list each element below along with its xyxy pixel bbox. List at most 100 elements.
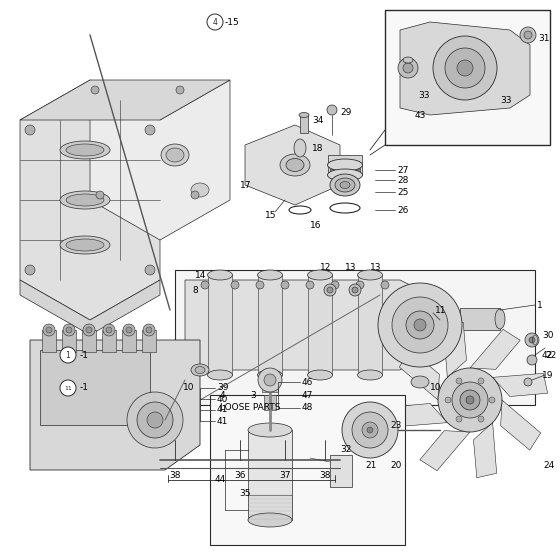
Bar (208, 275, 232, 375)
Text: 31: 31 (538, 34, 549, 43)
Text: 33: 33 (500, 96, 511, 105)
Circle shape (46, 327, 52, 333)
Ellipse shape (286, 158, 304, 171)
Ellipse shape (280, 154, 310, 176)
Text: 38: 38 (319, 470, 330, 479)
Circle shape (392, 297, 448, 353)
Circle shape (137, 402, 173, 438)
Text: 18: 18 (312, 143, 324, 152)
Bar (142, 330, 156, 352)
Text: 42: 42 (542, 351, 553, 360)
Circle shape (378, 283, 462, 367)
Bar (262, 382, 278, 392)
Text: 16: 16 (310, 221, 321, 230)
Text: 11: 11 (64, 385, 72, 390)
Ellipse shape (66, 239, 104, 251)
Bar (82, 330, 96, 352)
Text: 25: 25 (397, 188, 408, 197)
Circle shape (331, 281, 339, 289)
Circle shape (381, 281, 389, 289)
Circle shape (489, 397, 495, 403)
Text: 3: 3 (250, 390, 256, 399)
Circle shape (352, 412, 388, 448)
Circle shape (60, 380, 76, 396)
Text: LOOSE PARTS: LOOSE PARTS (220, 403, 281, 412)
Text: 10: 10 (183, 382, 194, 391)
Text: 14: 14 (195, 270, 207, 279)
Text: 20: 20 (390, 460, 402, 469)
Ellipse shape (195, 366, 205, 374)
Text: 28: 28 (397, 175, 408, 184)
Circle shape (452, 382, 488, 418)
Circle shape (456, 378, 462, 384)
Circle shape (176, 86, 184, 94)
Text: 1: 1 (66, 351, 71, 360)
Ellipse shape (258, 370, 282, 380)
Bar (385, 10, 550, 145)
Ellipse shape (411, 376, 429, 388)
Bar (248, 495, 292, 520)
Bar (264, 395, 276, 410)
Text: 29: 29 (340, 108, 351, 116)
Circle shape (324, 284, 336, 296)
Ellipse shape (191, 183, 209, 197)
Polygon shape (90, 80, 230, 240)
Ellipse shape (191, 364, 209, 376)
Ellipse shape (294, 139, 306, 157)
Circle shape (445, 48, 485, 88)
Text: 37: 37 (279, 470, 291, 479)
Circle shape (91, 86, 99, 94)
Circle shape (201, 281, 209, 289)
Text: 17: 17 (240, 180, 251, 189)
Ellipse shape (60, 236, 110, 254)
Text: -15: -15 (225, 17, 240, 26)
Text: 32: 32 (340, 446, 351, 455)
Text: 4: 4 (213, 17, 217, 26)
Text: 36: 36 (234, 470, 245, 479)
Text: 23: 23 (390, 421, 402, 430)
Circle shape (264, 374, 276, 386)
Ellipse shape (248, 423, 292, 437)
Text: 21: 21 (365, 460, 376, 469)
Bar (248, 430, 292, 520)
Ellipse shape (403, 57, 413, 63)
Polygon shape (20, 80, 230, 120)
Circle shape (466, 396, 474, 404)
Circle shape (96, 191, 104, 199)
Bar (330, 168, 360, 172)
Text: -1: -1 (80, 384, 89, 393)
Ellipse shape (330, 174, 360, 196)
Circle shape (478, 416, 484, 422)
Polygon shape (20, 280, 160, 335)
Bar (62, 330, 76, 352)
Circle shape (362, 422, 378, 438)
Ellipse shape (208, 270, 232, 280)
Text: 39: 39 (217, 384, 228, 393)
Ellipse shape (60, 191, 110, 209)
Ellipse shape (208, 370, 232, 380)
Text: 1: 1 (537, 301, 543, 310)
Ellipse shape (166, 148, 184, 162)
Circle shape (342, 402, 398, 458)
Circle shape (191, 191, 199, 199)
Text: 10: 10 (430, 382, 441, 391)
Bar (102, 330, 116, 352)
Ellipse shape (66, 144, 104, 156)
Bar (40, 350, 150, 425)
Circle shape (460, 390, 480, 410)
Circle shape (86, 327, 92, 333)
Bar (42, 330, 56, 352)
Ellipse shape (258, 270, 282, 280)
Circle shape (525, 333, 539, 347)
Ellipse shape (357, 370, 382, 380)
Text: 13: 13 (370, 263, 381, 272)
Circle shape (403, 63, 413, 73)
Text: 13: 13 (345, 263, 357, 272)
Ellipse shape (248, 513, 292, 527)
Ellipse shape (328, 159, 362, 171)
Bar (460, 308, 500, 330)
Ellipse shape (340, 181, 350, 189)
Ellipse shape (495, 309, 505, 329)
Bar (308, 275, 332, 375)
Text: -1: -1 (80, 351, 89, 360)
